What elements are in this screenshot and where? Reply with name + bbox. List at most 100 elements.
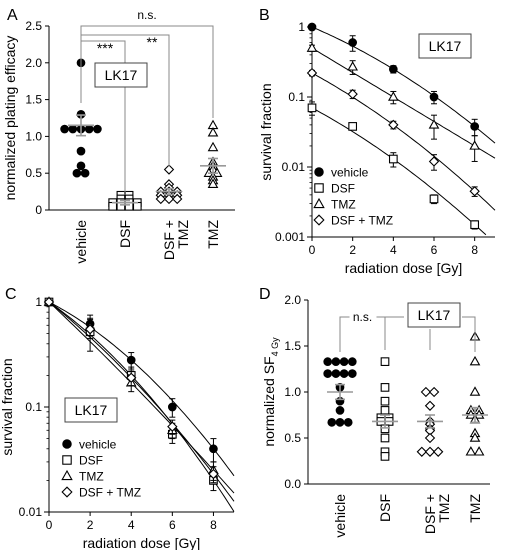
data-point <box>470 122 480 131</box>
data-point <box>167 402 177 412</box>
label-box-text: LK17 <box>105 67 138 83</box>
series-dsf-tmz <box>43 296 235 502</box>
mean-sem <box>68 114 94 137</box>
data-point <box>339 369 349 378</box>
data-point <box>331 369 341 378</box>
data-point <box>380 433 390 443</box>
legend: vehicle DSF TMZ DSF + TMZ <box>313 166 393 228</box>
y-tick-label: 0.1 <box>25 400 42 414</box>
data-point <box>469 140 481 150</box>
data-point <box>108 201 118 211</box>
data-point <box>428 386 440 398</box>
data-point <box>72 168 82 178</box>
data-point <box>84 324 96 335</box>
data-point <box>323 369 333 378</box>
data-point <box>207 141 219 152</box>
y-tick-label: 0.5 <box>25 166 42 180</box>
data-point <box>307 22 317 32</box>
y-axis-label: normalized SF4 Gy <box>261 337 280 447</box>
x-axis-label: radiation dose [Gy] <box>83 535 201 550</box>
y-tick-label: 0.01 <box>282 160 306 174</box>
fit-curve <box>48 301 235 512</box>
bracket-ns <box>80 25 214 118</box>
x-tick-label: 8 <box>471 243 478 257</box>
data-point <box>380 452 390 461</box>
data-point <box>76 146 86 156</box>
panel-label: A <box>7 7 18 24</box>
x-tick-label: vehicle <box>332 494 348 538</box>
data-point <box>343 418 353 427</box>
panel-label: C <box>5 286 17 303</box>
data-point <box>380 357 390 366</box>
x-tick-label: vehicle <box>73 220 89 264</box>
x-tick-label: DSF + <box>161 220 177 260</box>
chart-panel-A: 0 0.5 1.0 1.5 2.0 2.5 normalized plating effic… <box>2 8 235 264</box>
data-point <box>380 396 390 406</box>
chart-panel-C: 0.01 0.1 1 0 2 4 6 8 radiation dose [Gy] survival… <box>0 295 235 550</box>
data-point <box>313 214 325 226</box>
y-tick-label: 2.0 <box>284 293 301 307</box>
data-point <box>465 446 477 456</box>
legend-label: vehicle <box>79 438 117 452</box>
data-point <box>388 64 398 74</box>
label-box-text: LK17 <box>75 402 108 418</box>
significance-label: ** <box>147 34 158 50</box>
y-tick-label: 1.5 <box>284 339 301 353</box>
y-tick-label: 2.5 <box>25 19 42 33</box>
x-tick-label: 0 <box>46 518 53 532</box>
mean-sem <box>112 199 138 206</box>
fit-curve <box>311 72 496 211</box>
bracket-dsf-tmz <box>81 34 170 166</box>
data-point <box>335 406 345 415</box>
x-tick-label: DSF + <box>422 494 438 534</box>
mean-sem <box>156 187 182 196</box>
y-axis-label: survival fraction <box>0 358 15 455</box>
bracket-dsf <box>81 40 126 195</box>
mean-sem <box>200 157 226 174</box>
data-point <box>347 61 359 71</box>
y-tick-label: 1.5 <box>25 93 42 107</box>
legend: vehicle DSF TMZ DSF + TMZ <box>61 438 141 500</box>
data-point <box>380 383 390 392</box>
data-point <box>132 201 142 211</box>
data-point <box>469 355 481 366</box>
data-point <box>61 486 73 498</box>
x-tick-label: TMZ <box>436 494 452 523</box>
data-point <box>163 193 175 205</box>
x-tick-label: TMZ <box>175 220 191 249</box>
data-point <box>126 355 136 365</box>
data-point <box>124 201 134 211</box>
chart-panel-B: 0.001 0.01 0.1 1 0 2 4 6 8 radiation dose [Gy] sur… <box>258 20 496 276</box>
series-dsf <box>307 101 487 236</box>
chart-panel-D: 0.0 0.5 1.0 1.5 2.0 normalized SF4 Gy vehicle D… <box>261 293 490 538</box>
data-point <box>388 154 398 164</box>
label-box-text: LK17 <box>418 307 451 323</box>
fit-curve <box>311 107 487 236</box>
fit-curve <box>311 47 496 159</box>
series-dsf-tmz <box>306 67 496 211</box>
legend-label: TMZ <box>79 470 104 484</box>
x-tick-label: 8 <box>210 518 217 532</box>
data-point <box>348 38 358 47</box>
fit-curve <box>48 301 235 494</box>
x-tick-label: TMZ <box>467 494 483 523</box>
data-point <box>429 194 439 204</box>
data-point <box>306 42 318 52</box>
x-tick-label: 6 <box>169 518 176 532</box>
x-tick-label: 4 <box>128 518 135 532</box>
y-tick-label: 0.0 <box>284 477 301 491</box>
legend-label: DSF + TMZ <box>79 486 141 500</box>
data-point <box>428 119 440 129</box>
mean-sem <box>372 414 398 429</box>
x-tick-label: 0 <box>309 243 316 257</box>
label-box <box>407 302 461 328</box>
legend-label: vehicle <box>331 166 369 180</box>
data-point <box>331 357 341 366</box>
data-point <box>470 220 480 230</box>
data-point <box>335 418 345 427</box>
data-point <box>433 446 444 457</box>
data-point <box>207 127 219 137</box>
data-point <box>469 386 481 396</box>
x-tick-label: 4 <box>390 243 397 257</box>
x-tick-label: 6 <box>431 243 438 257</box>
